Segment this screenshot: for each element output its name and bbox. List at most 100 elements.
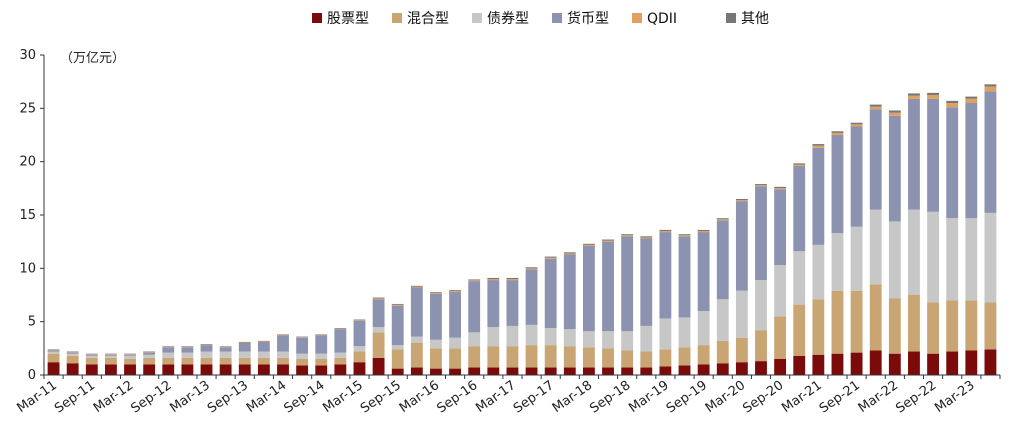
bar-segment-3-30	[602, 331, 614, 349]
x-tick-label-21: Sep-21	[817, 378, 863, 417]
bar-segment-5-37	[735, 200, 748, 202]
bar-segment-2-44	[869, 284, 882, 351]
bar-segment-2-15	[315, 359, 328, 366]
bar-segment-1-21	[430, 368, 442, 375]
bar-segment-4-1	[47, 350, 60, 352]
bar-segment-3-24	[487, 327, 500, 347]
legend-swatch-4	[552, 13, 562, 23]
bar-segment-1-8	[181, 364, 194, 375]
bar-segment-6-19	[391, 303, 404, 305]
bar-segment-4-8	[181, 347, 194, 353]
bar-segment-2-34	[678, 347, 691, 366]
bar-segment-4-3	[85, 354, 98, 356]
bar-segment-3-50	[984, 212, 997, 303]
bar-segment-6-37	[735, 199, 748, 201]
bar-segment-6-49	[965, 96, 978, 99]
bar-segment-6-17	[353, 319, 366, 321]
bar-segment-2-17	[353, 351, 366, 363]
bar-segment-1-40	[793, 355, 806, 375]
bar-segment-2-6	[143, 357, 156, 365]
bar-segment-5-17	[353, 320, 366, 321]
bar-segment-4-20	[410, 287, 423, 337]
bar-segment-3-48	[946, 218, 959, 301]
x-tick-label-5: Sep-13	[205, 378, 251, 417]
bar-segment-3-7	[162, 352, 175, 358]
bar-segment-4-16	[334, 329, 347, 353]
bar-segment-3-18	[372, 327, 385, 333]
bar-segment-3-4	[104, 355, 117, 358]
bar-segment-4-6	[143, 352, 156, 355]
bar-segment-5-43	[850, 124, 863, 127]
bar-segment-4-36	[716, 220, 729, 300]
bar-segment-1-18	[372, 357, 385, 375]
bar-segment-5-36	[716, 219, 729, 221]
bar-segment-4-39	[774, 189, 787, 266]
bar-segment-3-40	[793, 251, 806, 305]
bar-segment-1-32	[640, 367, 653, 375]
bar-segment-4-17	[353, 320, 366, 347]
x-tick-label-13: Sep-17	[511, 378, 557, 417]
bar-segment-6-43	[850, 122, 863, 125]
bar-segment-5-35	[697, 231, 710, 233]
bar-segment-5-27	[544, 257, 557, 259]
bar-segment-1-48	[946, 351, 959, 375]
bar-segment-6-29	[582, 243, 595, 245]
bar-segment-2-31	[621, 350, 634, 368]
bar-segment-4-19	[391, 305, 404, 346]
bar-segment-1-20	[410, 367, 423, 375]
bar-segment-4-30	[602, 241, 614, 332]
bar-segment-3-49	[965, 218, 978, 301]
bar-segment-3-38	[755, 280, 767, 331]
x-tick-label-7: Sep-14	[281, 378, 327, 417]
bar-segment-2-43	[850, 290, 863, 353]
legend-swatch-5	[632, 13, 642, 23]
bar-segment-2-19	[391, 349, 404, 369]
bar-segment-3-46	[908, 209, 920, 295]
bar-segment-3-32	[640, 325, 653, 352]
bar-segment-6-45	[888, 110, 901, 113]
bar-segment-2-32	[640, 351, 653, 368]
bar-segment-1-5	[124, 364, 136, 375]
bar-segment-1-25	[506, 367, 519, 375]
bar-segment-1-22	[449, 368, 461, 375]
bar-segment-1-27	[544, 367, 557, 375]
bar-segment-6-36	[716, 218, 729, 220]
bar-segment-1-15	[315, 365, 328, 375]
bar-segment-2-5	[124, 359, 136, 365]
bar-segment-5-16	[334, 328, 347, 330]
bar-segment-2-33	[659, 349, 672, 367]
y-tick-label-1: 5	[28, 315, 36, 330]
bar-segment-1-45	[888, 353, 901, 375]
bar-segment-6-12	[257, 340, 270, 342]
bar-segment-2-11	[238, 357, 251, 365]
bar-segment-4-50	[984, 91, 997, 213]
bar-segment-4-41	[812, 147, 825, 245]
bar-segment-5-42	[831, 132, 844, 135]
bar-segment-1-30	[602, 367, 614, 375]
x-tick-label-14: Mar-18	[550, 378, 595, 416]
bar-segment-2-45	[888, 298, 901, 354]
bar-segment-3-14	[296, 353, 309, 359]
bar-segment-4-42	[831, 135, 844, 234]
bar-segment-2-7	[162, 357, 175, 365]
bar-segment-6-38	[755, 184, 767, 186]
bar-segment-1-49	[965, 350, 978, 375]
bar-segment-4-35	[697, 232, 710, 311]
bar-segment-3-10	[219, 351, 232, 358]
bar-segment-4-14	[296, 337, 309, 354]
y-tick-label-5: 25	[19, 101, 36, 116]
x-tick-label-8: Mar-15	[320, 378, 365, 416]
legend: 股票型 混合型 债券型 货币型 QDII 其他	[312, 10, 769, 27]
bar-segment-2-3	[85, 357, 98, 365]
bar-segment-3-5	[124, 355, 136, 359]
bar-segment-6-27	[544, 256, 557, 258]
bar-segment-2-28	[563, 346, 576, 368]
bar-segment-2-2	[66, 355, 79, 364]
bar-segment-3-47	[927, 211, 939, 303]
bar-segment-4-7	[162, 347, 175, 353]
bar-segment-2-12	[257, 357, 270, 365]
bar-segment-5-7	[162, 346, 175, 348]
bar-segment-1-41	[812, 354, 825, 375]
bar-segment-3-42	[831, 233, 844, 291]
bar-segment-1-1	[47, 362, 60, 375]
